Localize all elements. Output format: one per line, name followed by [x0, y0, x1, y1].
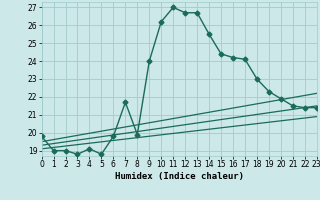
X-axis label: Humidex (Indice chaleur): Humidex (Indice chaleur) [115, 172, 244, 181]
